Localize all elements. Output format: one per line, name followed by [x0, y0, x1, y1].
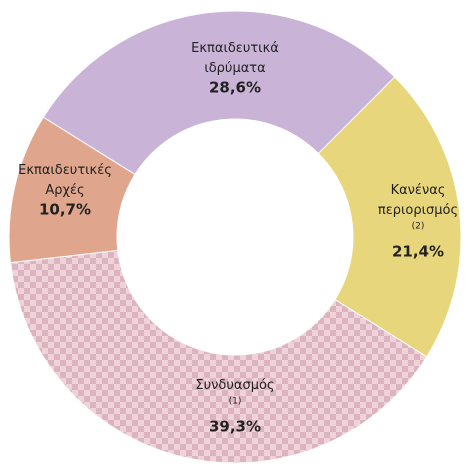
donut-segment [317, 76, 462, 358]
value-label: 28,6% [209, 79, 261, 97]
donut-segment [8, 116, 136, 264]
footnote-marker: (2) [412, 222, 425, 232]
category-label: Συνδυασμός [195, 378, 274, 393]
value-label: 21,4% [392, 243, 444, 261]
category-label: Εκπαιδευτικές Αρχές [18, 163, 112, 198]
value-label: 10,7% [39, 201, 91, 219]
footnote-marker: (1) [229, 397, 242, 407]
value-label: 39,3% [209, 418, 261, 436]
category-label: Εκπαιδευτικά ιδρύματα [191, 41, 279, 76]
category-label: Κανένας περιορισμός [378, 183, 458, 218]
donut-segment [9, 249, 428, 464]
donut-segment [42, 10, 396, 176]
